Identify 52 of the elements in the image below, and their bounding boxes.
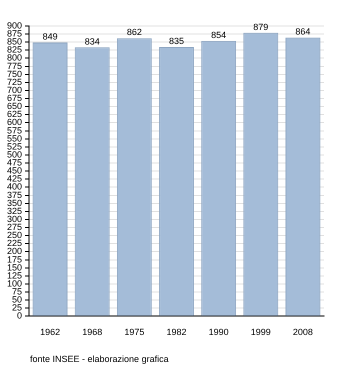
data-label: 835 [168,36,184,46]
y-tick-label: 750 [6,68,22,79]
y-tick-label: 250 [6,230,22,240]
y-tick-label: 825 [6,44,22,55]
y-tick-label: 350 [6,198,22,208]
y-tick-label: 500 [6,149,22,160]
data-label: 849 [42,31,58,42]
y-tick-label: 650 [6,101,22,112]
y-tick-label: 400 [6,182,22,192]
y-tick-label: 150 [6,262,22,272]
x-tick-label: 1962 [40,327,60,338]
y-tick-label: 800 [6,52,22,63]
y-tick-label: 375 [6,190,22,200]
x-tick-label: 1999 [250,327,271,338]
x-tick-label: 1982 [166,327,187,338]
y-tick-label: 775 [6,60,22,71]
y-tick-label: 100 [6,278,22,288]
x-tick-label: 1990 [208,327,229,338]
y-tick-label: 725 [6,76,22,87]
y-tick-label: 225 [6,238,22,248]
y-tick-label: 475 [6,158,22,168]
data-label: 862 [126,27,142,38]
y-tick-label: 575 [6,125,22,136]
y-tick-label: 850 [6,36,22,47]
y-tick-label: 275 [6,222,22,232]
data-label: 854 [211,30,226,40]
y-tick-label: 125 [6,270,22,280]
x-tick-label: 1975 [124,327,144,338]
y-tick-label: 600 [6,117,22,128]
y-tick-label: 425 [6,174,22,184]
y-tick-label: 700 [6,84,22,95]
y-tick-label: 200 [6,246,22,256]
data-label: 834 [84,36,100,46]
y-tick-label: 75 [12,286,22,296]
y-tick-label: 875 [6,28,22,39]
y-tick-label: 625 [6,109,22,120]
y-tick-label: 50 [12,294,22,305]
y-tick-label: 450 [6,166,22,176]
y-tick-label: 300 [6,214,22,224]
y-tick-label: 550 [6,133,22,144]
y-tick-label: 0 [17,310,22,321]
y-tick-label: 325 [6,206,22,216]
x-tick-label: 2008 [292,327,313,338]
data-label: 864 [295,26,310,37]
y-tick-label: 175 [6,254,22,264]
y-tick-label: 25 [12,302,22,313]
y-tick-label: 525 [6,141,22,152]
data-label: 879 [253,22,268,32]
y-tick-label: 900 [6,20,22,30]
source-note: fonte INSEE - elaborazione grafica [30,354,169,364]
y-tick-label: 675 [6,93,22,104]
x-tick-label: 1968 [82,327,102,338]
